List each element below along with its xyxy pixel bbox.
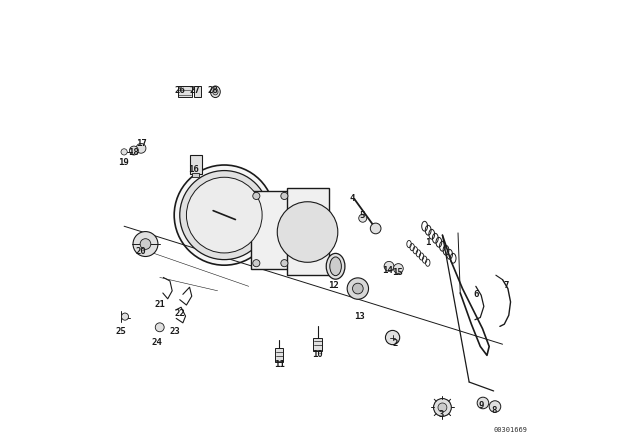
Text: 25: 25 [115, 327, 126, 336]
Text: 5: 5 [359, 211, 365, 220]
Text: 4: 4 [349, 194, 355, 202]
Bar [177, 86, 192, 97]
Bar [314, 337, 322, 351]
Circle shape [438, 403, 447, 412]
Ellipse shape [326, 254, 345, 279]
Text: 7: 7 [503, 281, 508, 290]
Text: 24: 24 [151, 338, 162, 347]
Text: 22: 22 [174, 310, 185, 319]
Text: 21: 21 [155, 300, 166, 309]
Text: 9: 9 [478, 401, 483, 410]
Circle shape [353, 283, 363, 294]
Text: 17: 17 [136, 139, 147, 148]
Circle shape [253, 192, 260, 199]
Circle shape [133, 232, 158, 257]
Text: 13: 13 [354, 312, 365, 321]
Bar [192, 173, 199, 177]
Text: 00301669: 00301669 [493, 426, 527, 433]
Circle shape [121, 149, 127, 155]
Circle shape [186, 177, 262, 253]
Text: 1: 1 [425, 238, 431, 247]
Bar [287, 188, 329, 275]
Bar [189, 155, 202, 174]
Circle shape [371, 223, 381, 234]
Circle shape [136, 143, 146, 153]
Text: 20: 20 [136, 247, 147, 256]
Circle shape [180, 171, 269, 260]
Circle shape [277, 202, 338, 262]
Ellipse shape [212, 89, 218, 95]
Text: 6: 6 [473, 290, 479, 299]
Circle shape [394, 263, 403, 273]
Circle shape [347, 278, 369, 299]
Circle shape [477, 397, 489, 409]
Circle shape [140, 239, 151, 250]
Text: 26: 26 [174, 86, 185, 95]
Text: 16: 16 [188, 165, 199, 174]
Bar [275, 348, 284, 362]
Text: 11: 11 [274, 360, 284, 369]
Circle shape [122, 313, 129, 320]
Text: 3: 3 [438, 409, 444, 418]
Circle shape [384, 261, 394, 271]
Circle shape [489, 401, 500, 412]
Circle shape [281, 192, 288, 199]
Text: 19: 19 [118, 158, 129, 167]
Circle shape [253, 260, 260, 267]
Bar [251, 190, 289, 268]
Text: 12: 12 [328, 281, 339, 290]
Ellipse shape [211, 86, 220, 98]
Text: 18: 18 [128, 148, 139, 157]
Text: 28: 28 [208, 86, 218, 95]
Ellipse shape [174, 165, 275, 265]
Ellipse shape [330, 257, 341, 276]
Circle shape [359, 214, 367, 222]
Circle shape [281, 260, 288, 267]
Text: 10: 10 [312, 349, 323, 358]
Text: 27: 27 [190, 86, 201, 95]
Bar [194, 86, 201, 97]
Circle shape [129, 146, 138, 155]
Text: 15: 15 [392, 267, 403, 276]
Text: 23: 23 [170, 327, 180, 336]
Text: 2: 2 [392, 339, 397, 348]
Circle shape [385, 331, 400, 345]
Text: 8: 8 [492, 405, 497, 414]
Circle shape [433, 399, 451, 416]
Circle shape [156, 323, 164, 332]
Text: 14: 14 [382, 266, 393, 275]
